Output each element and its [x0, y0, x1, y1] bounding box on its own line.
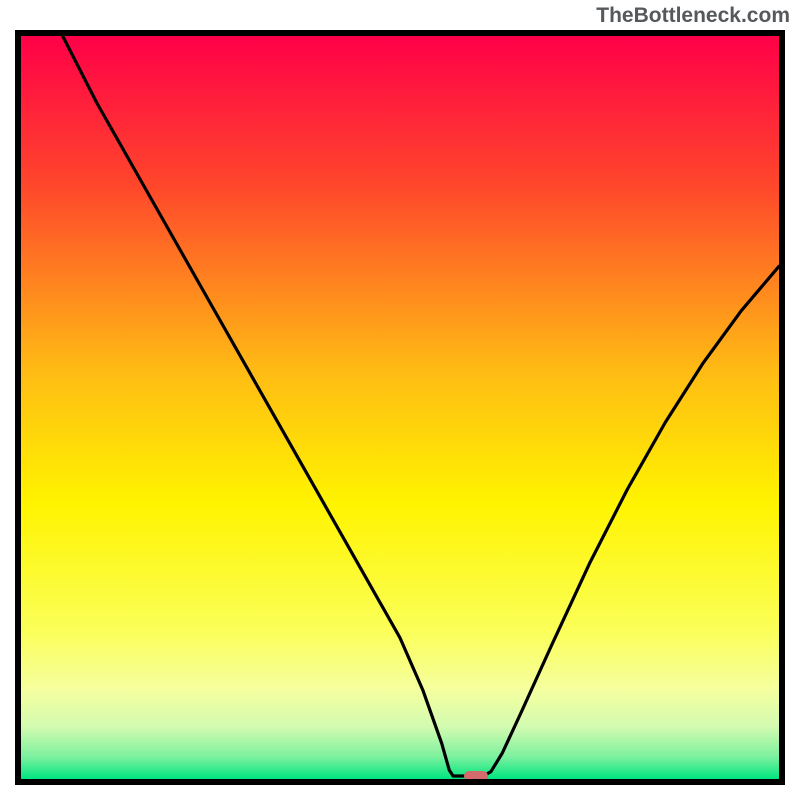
attribution-text: TheBottleneck.com [596, 4, 790, 28]
curve-path [63, 36, 779, 776]
chart-container: TheBottleneck.com [0, 0, 800, 800]
valley-marker [464, 771, 488, 779]
bottleneck-curve [21, 36, 779, 779]
plot-area [21, 36, 779, 779]
